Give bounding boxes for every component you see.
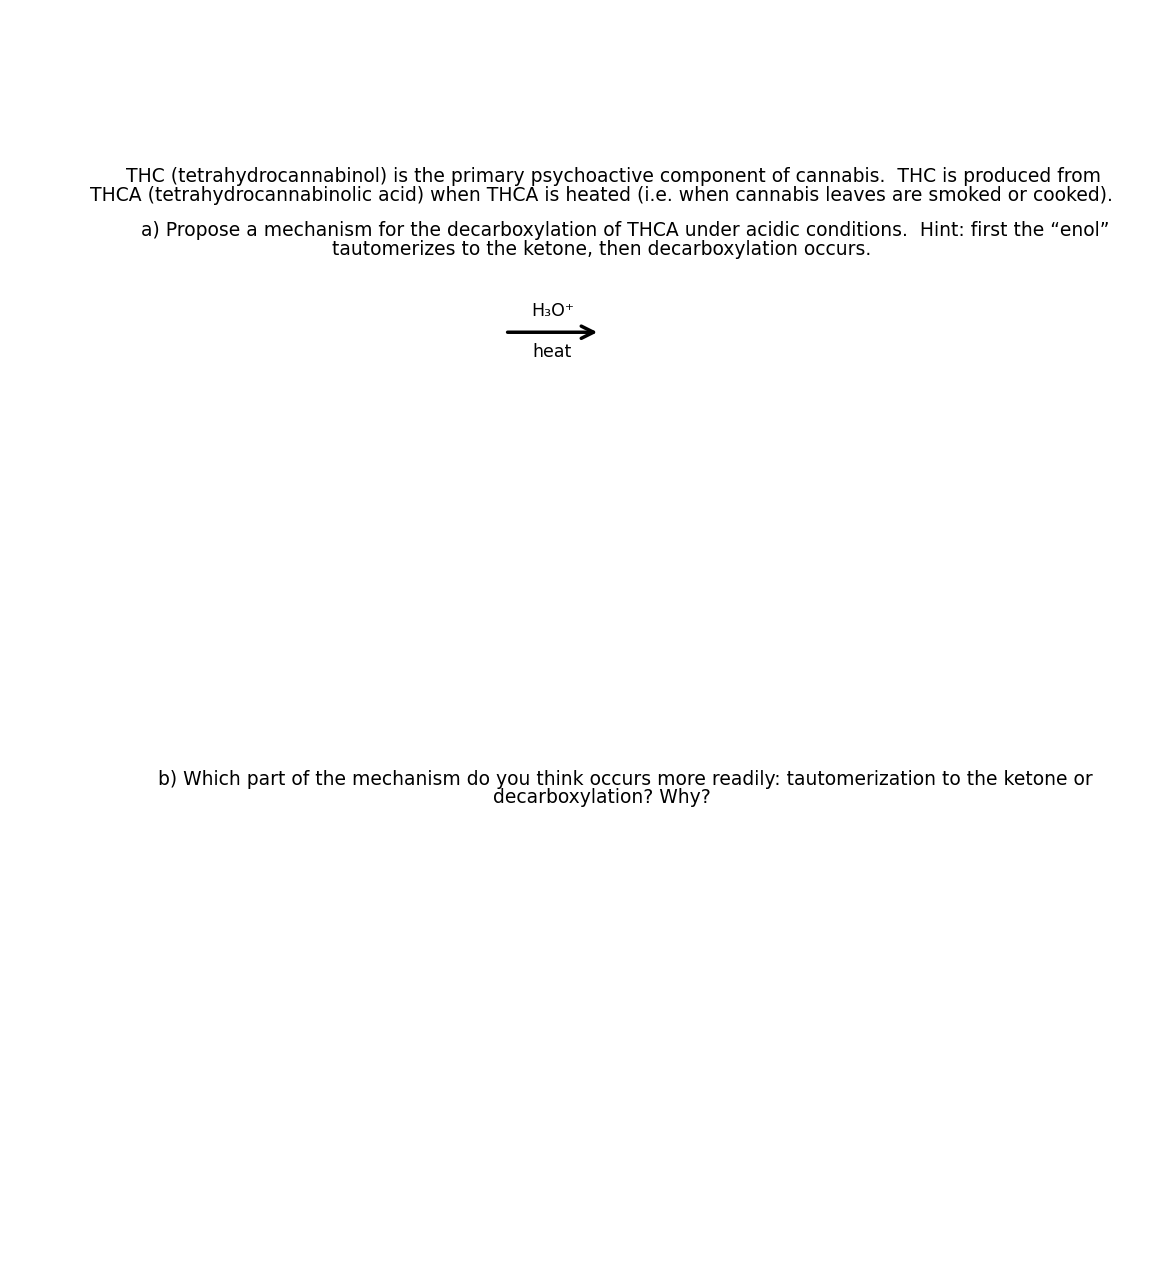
Text: heat: heat (533, 343, 572, 361)
Text: THC (tetrahydrocannabinol) is the primary psychoactive component of cannabis.  T: THC (tetrahydrocannabinol) is the primar… (102, 168, 1101, 187)
Text: THCA (tetrahydrocannabinolic acid) when THCA is heated (i.e. when cannabis leave: THCA (tetrahydrocannabinolic acid) when … (90, 186, 1113, 205)
Text: b) Which part of the mechanism do you think occurs more readily: tautomerization: b) Which part of the mechanism do you th… (110, 769, 1093, 788)
Text: a) Propose a mechanism for the decarboxylation of THCA under acidic conditions. : a) Propose a mechanism for the decarboxy… (94, 221, 1109, 241)
Text: H₃O⁺: H₃O⁺ (531, 302, 574, 320)
Text: tautomerizes to the ketone, then decarboxylation occurs.: tautomerizes to the ketone, then decarbo… (332, 239, 871, 259)
Text: decarboxylation? Why?: decarboxylation? Why? (493, 788, 710, 808)
